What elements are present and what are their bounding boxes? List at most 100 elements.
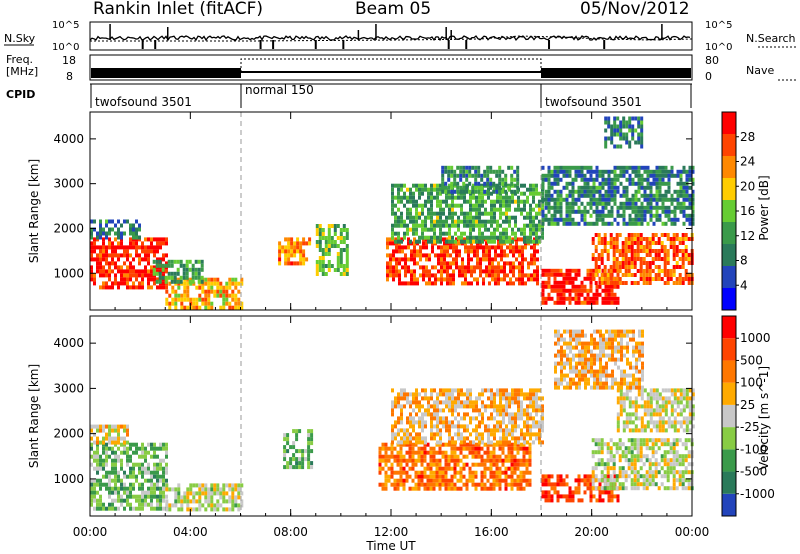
power-region-2 — [165, 277, 244, 310]
velocity-region-0 — [90, 442, 168, 511]
nave-label: Nave — [746, 64, 774, 77]
cpid-label: CPID — [6, 88, 35, 101]
velocity-colorbar-tick-1: 500 — [740, 353, 763, 367]
velocity-region-3 — [283, 429, 314, 470]
velocity-colorbar-tick-0: 1000 — [740, 331, 771, 345]
power-yticks: 1000 2000 3000 4000 — [53, 132, 692, 280]
cpid-segment-3: twofsound 3501 — [545, 95, 642, 109]
velocity-region-8 — [616, 388, 695, 433]
power-xticks — [89, 112, 693, 310]
nsearch-tick-bottom: 10^0 — [705, 42, 732, 53]
power-data — [90, 116, 695, 310]
power-colorbar-tick-5: 24 — [740, 155, 755, 169]
nsky-trace — [89, 24, 691, 49]
power-region-10 — [591, 233, 694, 285]
velocity-region-4 — [378, 442, 532, 491]
power-region-4 — [278, 237, 312, 266]
power-region-6 — [386, 237, 539, 286]
velocity-colorbar-swatch-6 — [722, 360, 736, 383]
velocity-region-2 — [165, 483, 244, 512]
velocity-colorbar-tick-2: 100 — [740, 376, 763, 390]
freq-band-left — [91, 68, 241, 78]
beam-label: Beam 05 — [355, 0, 431, 19]
freq-label: Freq. — [6, 53, 33, 66]
power-region-7 — [391, 183, 544, 244]
title: Rankin Inlet (fitACF) — [93, 0, 263, 19]
power-colorbar-tick-2: 12 — [740, 229, 755, 243]
freq-tick-bottom: 8 — [66, 70, 73, 83]
power-region-11 — [541, 165, 695, 226]
velocity-region-7 — [591, 438, 694, 491]
power-colorbar: 4 8 12 16 20 24 28 — [721, 111, 755, 311]
velocity-data — [90, 329, 695, 512]
power-ytick-1: 2000 — [53, 221, 84, 235]
date-label: 05/Nov/2012 — [580, 0, 690, 19]
power-colorbar-swatch-2 — [722, 244, 736, 266]
power-colorbar-swatch-8 — [722, 112, 736, 134]
velocity-colorbar-swatch-3 — [722, 427, 736, 450]
nsearch-tick-top: 10^5 — [705, 20, 732, 31]
xtick-5: 20:00 — [574, 525, 609, 539]
power-colorbar-swatch-0 — [722, 288, 736, 310]
power-region-3 — [152, 259, 204, 284]
velocity-colorbar-swatch-7 — [722, 338, 736, 361]
nsky-tick-top: 10^5 — [52, 20, 79, 31]
power-panel: 1000 2000 3000 4000 Slant Range [km] 4 8 12 16… — [27, 111, 771, 311]
xlabel: Time UT — [365, 539, 416, 553]
power-ytick-3: 4000 — [53, 132, 84, 146]
power-colorbar-swatch-3 — [722, 222, 736, 244]
velocity-colorbar-swatch-2 — [722, 449, 736, 472]
velocity-colorbar-swatch-4 — [722, 404, 736, 428]
nave-trace — [240, 58, 542, 72]
power-colorbar-swatch-6 — [722, 156, 736, 178]
nsky-label: N.Sky — [4, 32, 36, 45]
velocity-yticks: 1000 2000 3000 4000 — [53, 336, 692, 486]
cpid-segment-2: normal 150 — [245, 83, 314, 97]
power-ytick-2: 3000 — [53, 177, 84, 191]
xtick-6: 00:00 — [675, 525, 710, 539]
xtick-3: 12:00 — [374, 525, 409, 539]
power-ytick-0: 1000 — [53, 266, 84, 280]
nave-tick-bottom: 0 — [705, 70, 712, 83]
cpid-segment-1: twofsound 3501 — [95, 95, 192, 109]
freq-panel: Freq. [MHz] 18 8 80 0 Nave — [6, 53, 798, 83]
velocity-region-9 — [554, 329, 644, 390]
power-colorbar-swatch-7 — [722, 134, 736, 156]
velocity-colorbar-tick-5: -100 — [740, 442, 767, 456]
xtick-0: 00:00 — [73, 525, 108, 539]
cpid-row: CPID twofsound 3501 normal 150 twofsound… — [6, 83, 692, 109]
velocity-ylabel: Slant Range [km] — [27, 364, 41, 468]
velocity-ytick-1: 2000 — [53, 427, 84, 441]
velocity-ytick-3: 4000 — [53, 336, 84, 350]
velocity-colorbar-tick-7: -1000 — [740, 487, 775, 501]
velocity-panel: 1000 2000 3000 4000 00:00 04:00 08:00 12:00 16:… — [27, 315, 775, 553]
xtick-1: 04:00 — [173, 525, 208, 539]
nsearch-label: N.Search — [746, 32, 796, 45]
xtick-2: 08:00 — [273, 525, 308, 539]
velocity-ytick-0: 1000 — [53, 472, 84, 486]
nsky-panel: N.Sky 10^5 10^0 10^5 10^0 N.Search — [4, 20, 798, 53]
power-region-8 — [441, 165, 520, 194]
freq-band-right — [541, 68, 691, 78]
power-colorbar-tick-3: 16 — [740, 204, 755, 218]
power-colorbar-tick-6: 28 — [740, 130, 755, 144]
power-colorbar-tick-4: 20 — [740, 179, 755, 193]
nsky-tick-bottom: 10^0 — [52, 42, 79, 53]
power-region-5 — [315, 224, 349, 276]
velocity-colorbar-tick-3: 25 — [740, 398, 755, 412]
velocity-xticks: 00:00 04:00 08:00 12:00 16:00 20:00 00:00 — [73, 316, 710, 539]
power-region-1 — [90, 219, 141, 240]
velocity-colorbar-swatch-5 — [722, 382, 736, 405]
power-region-12 — [604, 116, 644, 149]
velocity-colorbar-swatch-0 — [722, 493, 736, 516]
xtick-4: 16:00 — [474, 525, 509, 539]
velocity-colorbar-tick-4: -25 — [740, 420, 760, 434]
power-colorbar-swatch-5 — [722, 178, 736, 200]
velocity-colorbar-swatch-8 — [722, 316, 736, 339]
velocity-colorbar-label: Velocity [m s^-1] — [757, 366, 771, 470]
velocity-ytick-2: 3000 — [53, 381, 84, 395]
power-colorbar-label: Power [dB] — [757, 175, 771, 240]
nave-tick-top: 80 — [705, 54, 719, 67]
power-colorbar-tick-0: 4 — [740, 278, 748, 292]
